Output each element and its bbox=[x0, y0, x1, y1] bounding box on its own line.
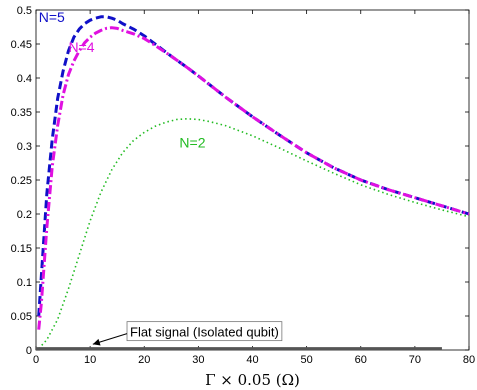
axes-frame bbox=[35, 9, 470, 351]
series-label-n-2: N=2 bbox=[179, 134, 205, 150]
x-tick-label: 10 bbox=[84, 354, 96, 366]
y-tick-label: 0.2 bbox=[17, 209, 32, 221]
y-tick-label: 0.25 bbox=[11, 175, 32, 187]
x-tick-label: 50 bbox=[301, 354, 313, 366]
callout-box bbox=[126, 321, 283, 342]
y-tick-label: 0.4 bbox=[17, 73, 32, 85]
x-tick-label: 60 bbox=[355, 354, 367, 366]
callout-arrow-head bbox=[92, 338, 101, 346]
plot-area: 0 10 20 30 40 50 60 70 80 0 0.05 0.1 0.15 0.2 0.25 0.3 0… bbox=[11, 5, 476, 366]
callout-text: Flat signal (Isolated qubit) bbox=[130, 325, 279, 340]
x-axis-label: Γ × 0.05 (Ω) bbox=[205, 371, 300, 389]
x-tick-label: 30 bbox=[192, 354, 204, 366]
y-tick-label: 0.05 bbox=[11, 311, 32, 323]
y-tick-label: 0.3 bbox=[17, 141, 32, 153]
x-tick-label: 80 bbox=[463, 354, 475, 366]
y-tick-label: 0.15 bbox=[11, 243, 32, 255]
series-line-n-5 bbox=[37, 15, 470, 317]
y-tick-label: 0.1 bbox=[17, 277, 32, 289]
y-tick-label: 0.45 bbox=[11, 39, 32, 51]
x-tick-label: 70 bbox=[409, 354, 421, 366]
series-line-n-2 bbox=[38, 118, 470, 350]
x-tick-label: 20 bbox=[138, 354, 150, 366]
x-tick-label: 40 bbox=[246, 354, 258, 366]
series-label-n-4: N=4 bbox=[68, 39, 94, 55]
series-line-n-4 bbox=[37, 26, 470, 330]
x-tick-label: 0 bbox=[33, 354, 39, 366]
series-label-n-5: N=5 bbox=[39, 9, 65, 25]
y-tick-label: 0.5 bbox=[17, 5, 32, 17]
y-tick-label: 0.35 bbox=[11, 107, 32, 119]
y-tick-label: 0 bbox=[26, 345, 32, 357]
